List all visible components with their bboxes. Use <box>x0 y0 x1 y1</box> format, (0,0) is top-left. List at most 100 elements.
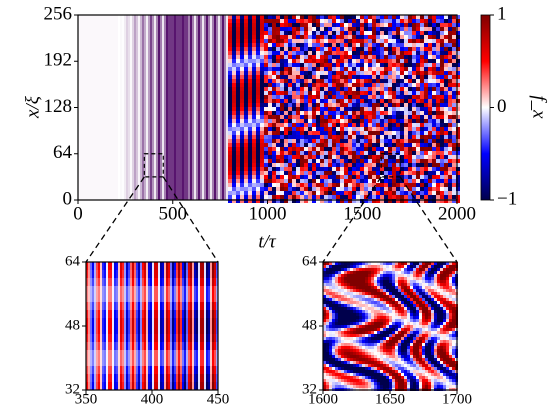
cell <box>272 47 276 51</box>
cell <box>260 163 264 167</box>
cell <box>108 278 110 286</box>
cell <box>384 55 388 59</box>
cell <box>424 187 428 191</box>
cell <box>280 79 284 83</box>
cell <box>240 71 244 75</box>
cell <box>376 55 380 59</box>
cell <box>352 79 356 83</box>
cell <box>304 103 308 107</box>
cell <box>252 123 256 127</box>
cell <box>192 262 194 270</box>
cell <box>120 350 122 358</box>
cell <box>328 187 332 191</box>
cell <box>444 75 448 79</box>
cell <box>312 23 316 27</box>
cell <box>377 349 380 352</box>
cell <box>272 167 276 171</box>
cell <box>150 302 152 310</box>
cell <box>347 337 350 340</box>
cell <box>388 159 392 163</box>
cell <box>142 270 144 278</box>
cell <box>332 43 336 47</box>
cell <box>398 307 401 310</box>
cell <box>341 277 344 280</box>
cell <box>389 325 392 328</box>
cell <box>244 119 248 123</box>
cell <box>396 135 400 139</box>
cell <box>136 286 138 294</box>
cell <box>292 35 296 39</box>
cell <box>296 123 300 127</box>
cell <box>304 79 308 83</box>
cell <box>398 352 401 355</box>
stripe <box>208 15 210 200</box>
cell <box>424 75 428 79</box>
cell <box>292 67 296 71</box>
cell <box>88 366 90 374</box>
cell <box>398 343 401 346</box>
cell <box>392 355 395 358</box>
cell <box>272 135 276 139</box>
cell <box>288 163 292 167</box>
cell <box>365 328 368 331</box>
cell <box>350 331 353 334</box>
cell <box>264 59 268 63</box>
cell <box>428 91 432 95</box>
cell <box>328 35 332 39</box>
cell <box>372 151 376 155</box>
cell <box>336 171 340 175</box>
cell <box>316 91 320 95</box>
cell <box>359 313 362 316</box>
cell <box>182 366 184 374</box>
cell <box>350 304 353 307</box>
cell <box>335 304 338 307</box>
cell <box>208 270 210 278</box>
cell <box>329 271 332 274</box>
stripe <box>220 15 222 200</box>
cell <box>380 27 384 31</box>
cell <box>260 63 264 67</box>
cell <box>356 325 359 328</box>
cell <box>365 292 368 295</box>
cell <box>130 294 132 302</box>
cell <box>248 87 252 91</box>
cell <box>146 358 148 366</box>
cell <box>396 195 400 199</box>
cell <box>256 167 260 171</box>
cell <box>356 111 360 115</box>
cell <box>360 163 364 167</box>
cell <box>452 111 456 115</box>
cell <box>174 366 176 374</box>
cell <box>312 151 316 155</box>
cell <box>338 328 341 331</box>
cell <box>182 302 184 310</box>
cell <box>328 107 332 111</box>
cell <box>124 334 126 342</box>
cell <box>296 75 300 79</box>
cell <box>244 39 248 43</box>
cell <box>118 318 120 326</box>
cell <box>288 119 292 123</box>
cell <box>356 99 360 103</box>
cell <box>184 278 186 286</box>
cell <box>164 374 166 382</box>
cell <box>280 111 284 115</box>
cell <box>344 167 348 171</box>
cell <box>368 159 372 163</box>
cell <box>368 364 371 367</box>
cell <box>136 294 138 302</box>
cell <box>236 187 240 191</box>
cell <box>146 270 148 278</box>
cell <box>326 337 329 340</box>
cell <box>138 342 140 350</box>
cell <box>371 274 374 277</box>
cell <box>341 295 344 298</box>
cell <box>335 298 338 301</box>
cell <box>368 325 371 328</box>
cell <box>124 286 126 294</box>
cell <box>326 355 329 358</box>
cell <box>386 316 389 319</box>
cell <box>316 151 320 155</box>
cell <box>210 270 212 278</box>
cell <box>408 35 412 39</box>
